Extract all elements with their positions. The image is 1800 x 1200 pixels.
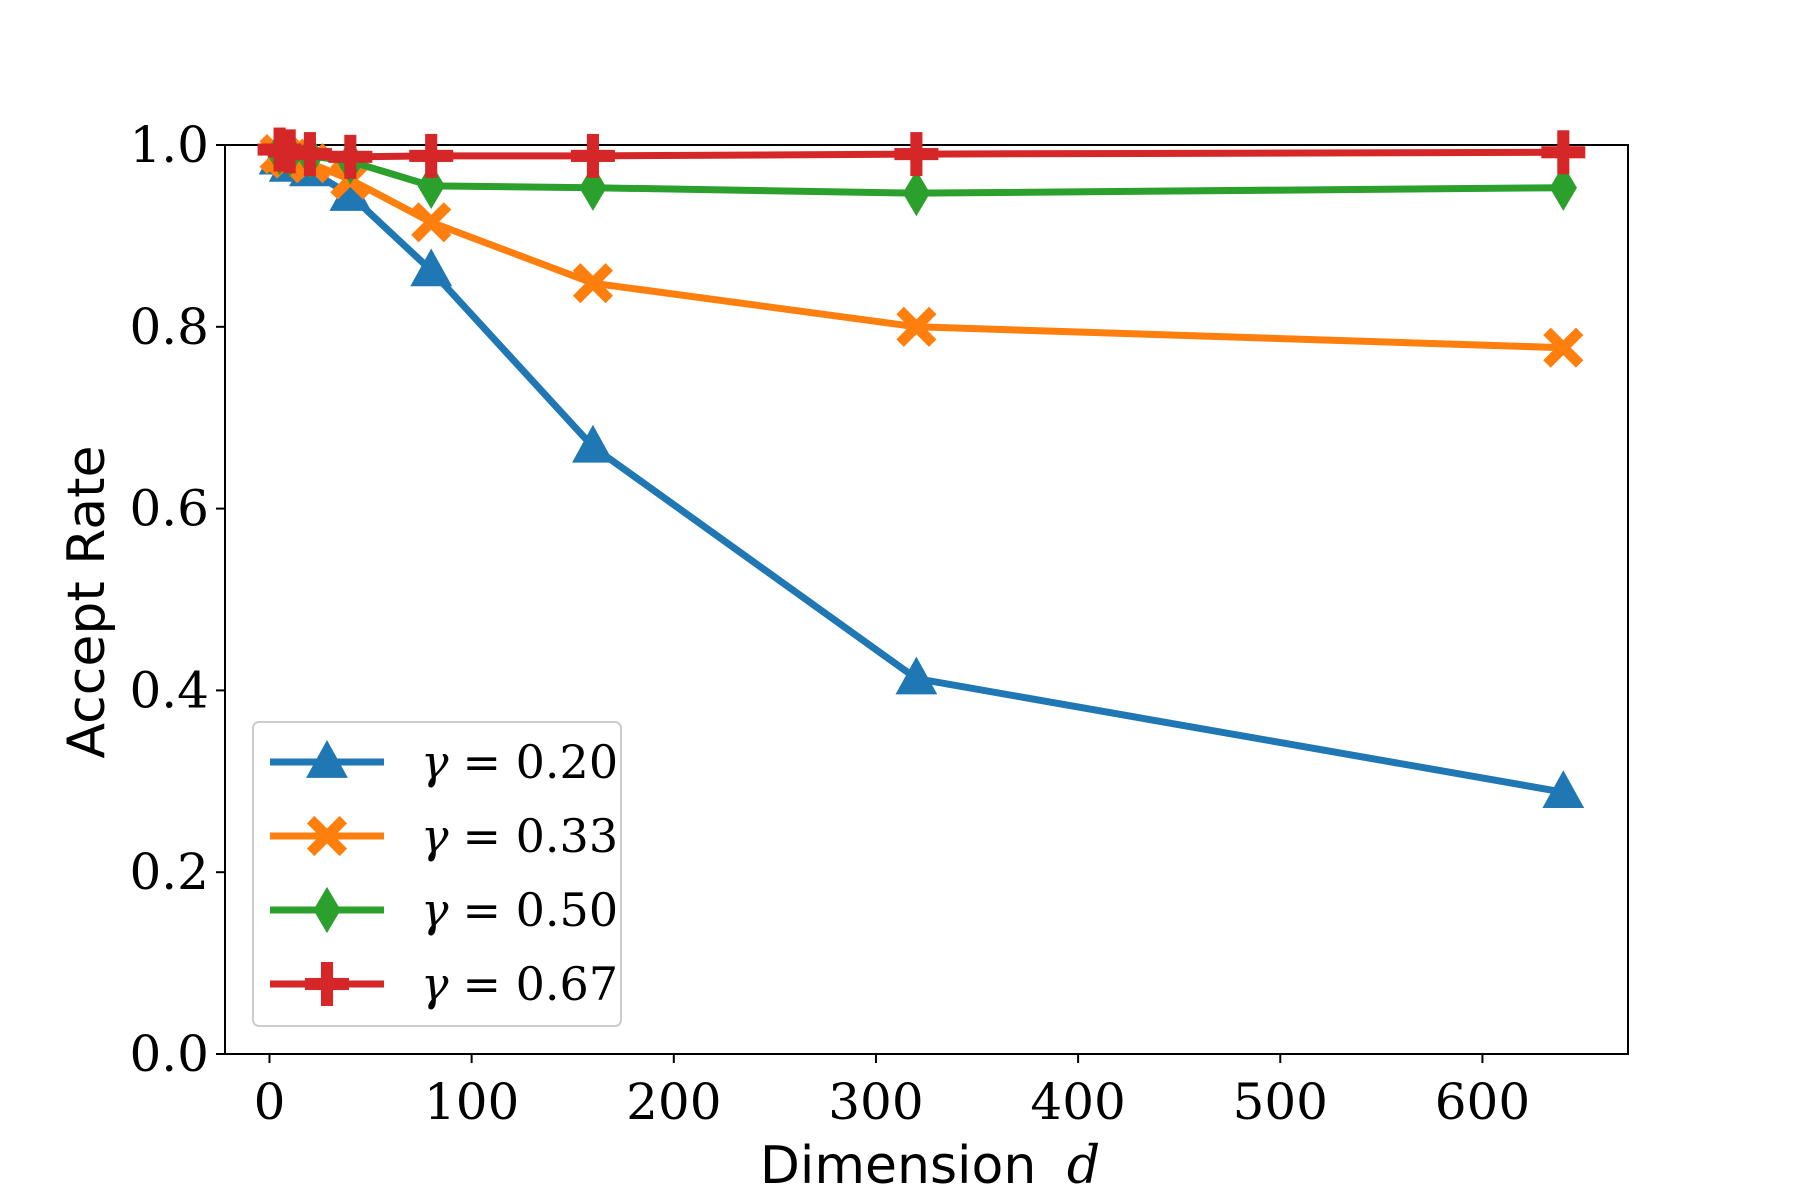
legend-label: γ = 0.67 [421, 957, 618, 1011]
x-tick-label: 0 [254, 1073, 286, 1131]
x-tick-label: 100 [424, 1073, 519, 1131]
x-tick-label: 200 [626, 1073, 721, 1131]
legend-value: = 0.67 [463, 957, 619, 1011]
legend-symbol: γ [421, 735, 449, 789]
legend-entry: γ = 0.20 [270, 735, 618, 789]
legend-value: = 0.20 [463, 735, 619, 789]
series-line [277, 155, 1564, 796]
data-point [417, 162, 445, 210]
data-point [1549, 164, 1577, 211]
data-point [287, 132, 332, 177]
series-layer [257, 127, 1586, 809]
x-tick-label: 400 [1030, 1073, 1125, 1131]
data-point [410, 248, 453, 287]
legend-entry: γ = 0.67 [270, 957, 618, 1011]
x-axis-title-text: Dimension [760, 1136, 1036, 1196]
legend-label: γ = 0.50 [421, 883, 618, 937]
legend-symbol: γ [421, 809, 449, 863]
legend-marker [305, 962, 349, 1006]
legend-value: = 0.50 [463, 883, 619, 937]
series-0 [258, 136, 1585, 809]
data-point [894, 132, 939, 177]
data-point [572, 424, 614, 463]
data-point [328, 134, 373, 179]
data-point [409, 133, 454, 178]
x-axis-title-variable: d [1067, 1136, 1100, 1196]
y-tick-label: 0.8 [129, 298, 209, 356]
data-point [572, 263, 614, 304]
y-tick-label: 0.0 [129, 1025, 209, 1083]
data-point [579, 164, 607, 211]
legend-symbol: γ [421, 883, 449, 937]
axis-ticks: 0 100 200 300 400 500 600 0.0 0.2 0.4 0.6 0.8 1.0 [129, 116, 1530, 1131]
legend-label: γ = 0.33 [421, 809, 618, 863]
y-axis-title: Accept Rate [57, 446, 117, 759]
legend-entry: γ = 0.33 [270, 809, 618, 863]
data-point [411, 202, 452, 243]
x-tick-label: 500 [1233, 1073, 1328, 1131]
series-3 [257, 127, 1586, 179]
legend-marker [306, 815, 348, 857]
data-point [902, 170, 931, 217]
data-point [1541, 130, 1586, 175]
legend-symbol: γ [421, 957, 449, 1011]
legend-entry: γ = 0.50 [270, 883, 618, 937]
plot-area [224, 144, 1629, 1055]
data-point [1543, 327, 1584, 368]
legend-box [252, 721, 622, 1027]
legend-marker [306, 740, 348, 778]
y-tick-label: 0.4 [129, 661, 209, 719]
y-tick-label: 0.2 [129, 843, 209, 901]
legend-label: γ = 0.20 [421, 735, 618, 789]
data-point [896, 306, 937, 347]
x-tick-label: 300 [828, 1073, 923, 1131]
data-point [895, 656, 938, 695]
x-tick-label: 600 [1435, 1073, 1530, 1131]
legend-marker [313, 886, 341, 934]
y-tick-label: 1.0 [129, 116, 209, 174]
legend-value: = 0.33 [463, 809, 619, 863]
data-point [1542, 770, 1585, 809]
data-point [329, 172, 372, 211]
plot-frame [224, 144, 1629, 1055]
y-tick-label: 0.6 [129, 480, 209, 538]
x-axis-title: Dimension d [760, 1136, 1100, 1196]
legend: γ = 0.20 γ = 0.33 γ = 0.50 γ = 0.67 [252, 721, 622, 1027]
data-point [570, 133, 615, 178]
